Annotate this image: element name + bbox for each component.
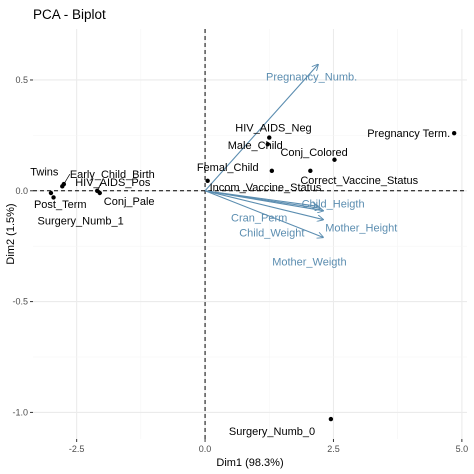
point-label-conj-pale: Conj_Pale: [104, 196, 155, 208]
point-label-femal-child: Femal_Child: [197, 162, 259, 174]
point-incom-vaccine-status: [205, 178, 210, 184]
point-surgery-numb-1: [51, 195, 56, 200]
x-tick-label: -2.5: [69, 444, 85, 454]
point-label-post-term: Post_Term: [34, 199, 87, 211]
point-femal-child: [269, 168, 275, 174]
arrow-child-weight: [204, 190, 323, 220]
point-label-incom-vaccine-status: Incom_Vaccine_Status: [210, 182, 322, 194]
x-tick-label: 0.0: [199, 444, 212, 454]
plot-background: [33, 29, 467, 439]
point-twins: [60, 184, 65, 189]
point-label-surgery-numb-0: Surgery_Numb_0: [229, 426, 315, 438]
x-axis-title: Dim1 (98.3%): [216, 457, 283, 469]
point-label-early-child-birth: Early_Child_Birth: [70, 169, 155, 181]
point-hiv-aids-neg: [267, 135, 272, 140]
y-tick-label: -0.5: [12, 297, 28, 307]
point-label-pregnancy-term: Pregnancy Term.: [367, 128, 450, 140]
x-axis-ticks: -2.5 0.0 2.5 5.0: [69, 439, 468, 454]
plot-panel: Pregnancy_Numb. Child_Heigth Mother_Height…: [30, 29, 467, 439]
variable-label-child-heigth: Child_Heigth: [302, 199, 365, 211]
point-label-male-child: Male_Child: [228, 140, 283, 152]
individual-points: [48, 130, 457, 422]
point-surgery-numb-0: [328, 416, 334, 422]
y-tick-label: 0.0: [15, 186, 28, 196]
variable-label-child-weight: Child_Weight: [239, 228, 304, 240]
point-label-hiv-aids-pos: HIV_AIDS_Pos: [75, 177, 151, 189]
y-tick-label: 0.5: [15, 75, 28, 85]
variable-label-mother-height: Mother_Height: [325, 223, 397, 235]
chart-title: PCA - Biplot: [33, 7, 106, 22]
leader-line-early-child-birth: [63, 173, 71, 185]
arrow-pregnancy-numb: [204, 64, 318, 192]
point-correct-vaccine-status: [308, 168, 313, 174]
point-label-hiv-aids-neg: HIV_AIDS_Neg: [235, 123, 311, 135]
arrow-mother-height: [204, 190, 323, 211]
variable-label-cran-perm: Cran_Perm: [231, 212, 287, 224]
leader-line-hiv-aids-pos: [96, 182, 102, 191]
point-male-child: [265, 142, 270, 147]
variable-arrows: [204, 64, 323, 238]
point-label-surgery-numb-1: Surgery_Numb_1: [38, 215, 124, 227]
arrow-mother-weigth: [204, 190, 323, 238]
y-axis-ticks: -1.0 -0.5 0.0 0.5: [12, 75, 33, 417]
y-tick-label: -1.0: [12, 407, 28, 417]
arrow-cran-perm: [204, 190, 318, 207]
y-axis-title: Dim2 (1.5%): [5, 203, 17, 264]
variable-label-pregnancy-numb: Pregnancy_Numb.: [266, 71, 357, 83]
variable-label-mother-weigth: Mother_Weigth: [272, 256, 346, 268]
x-tick-label: 2.5: [327, 444, 340, 454]
point-post-term: [48, 190, 54, 196]
point-label-twins: Twins: [30, 166, 59, 178]
point-conj-colored: [332, 157, 337, 162]
point-label-conj-colored: Conj_Colored: [280, 147, 347, 159]
reference-lines: [33, 29, 467, 439]
point-label-correct-vaccine-status: Correct_Vaccine_Status: [300, 175, 418, 187]
x-tick-label: 5.0: [456, 444, 469, 454]
point-pregnancy-term: [451, 130, 457, 136]
point-conj-pale: [97, 190, 102, 196]
point-labels: Pregnancy_Numb. Child_Heigth Mother_Height…: [30, 71, 450, 438]
